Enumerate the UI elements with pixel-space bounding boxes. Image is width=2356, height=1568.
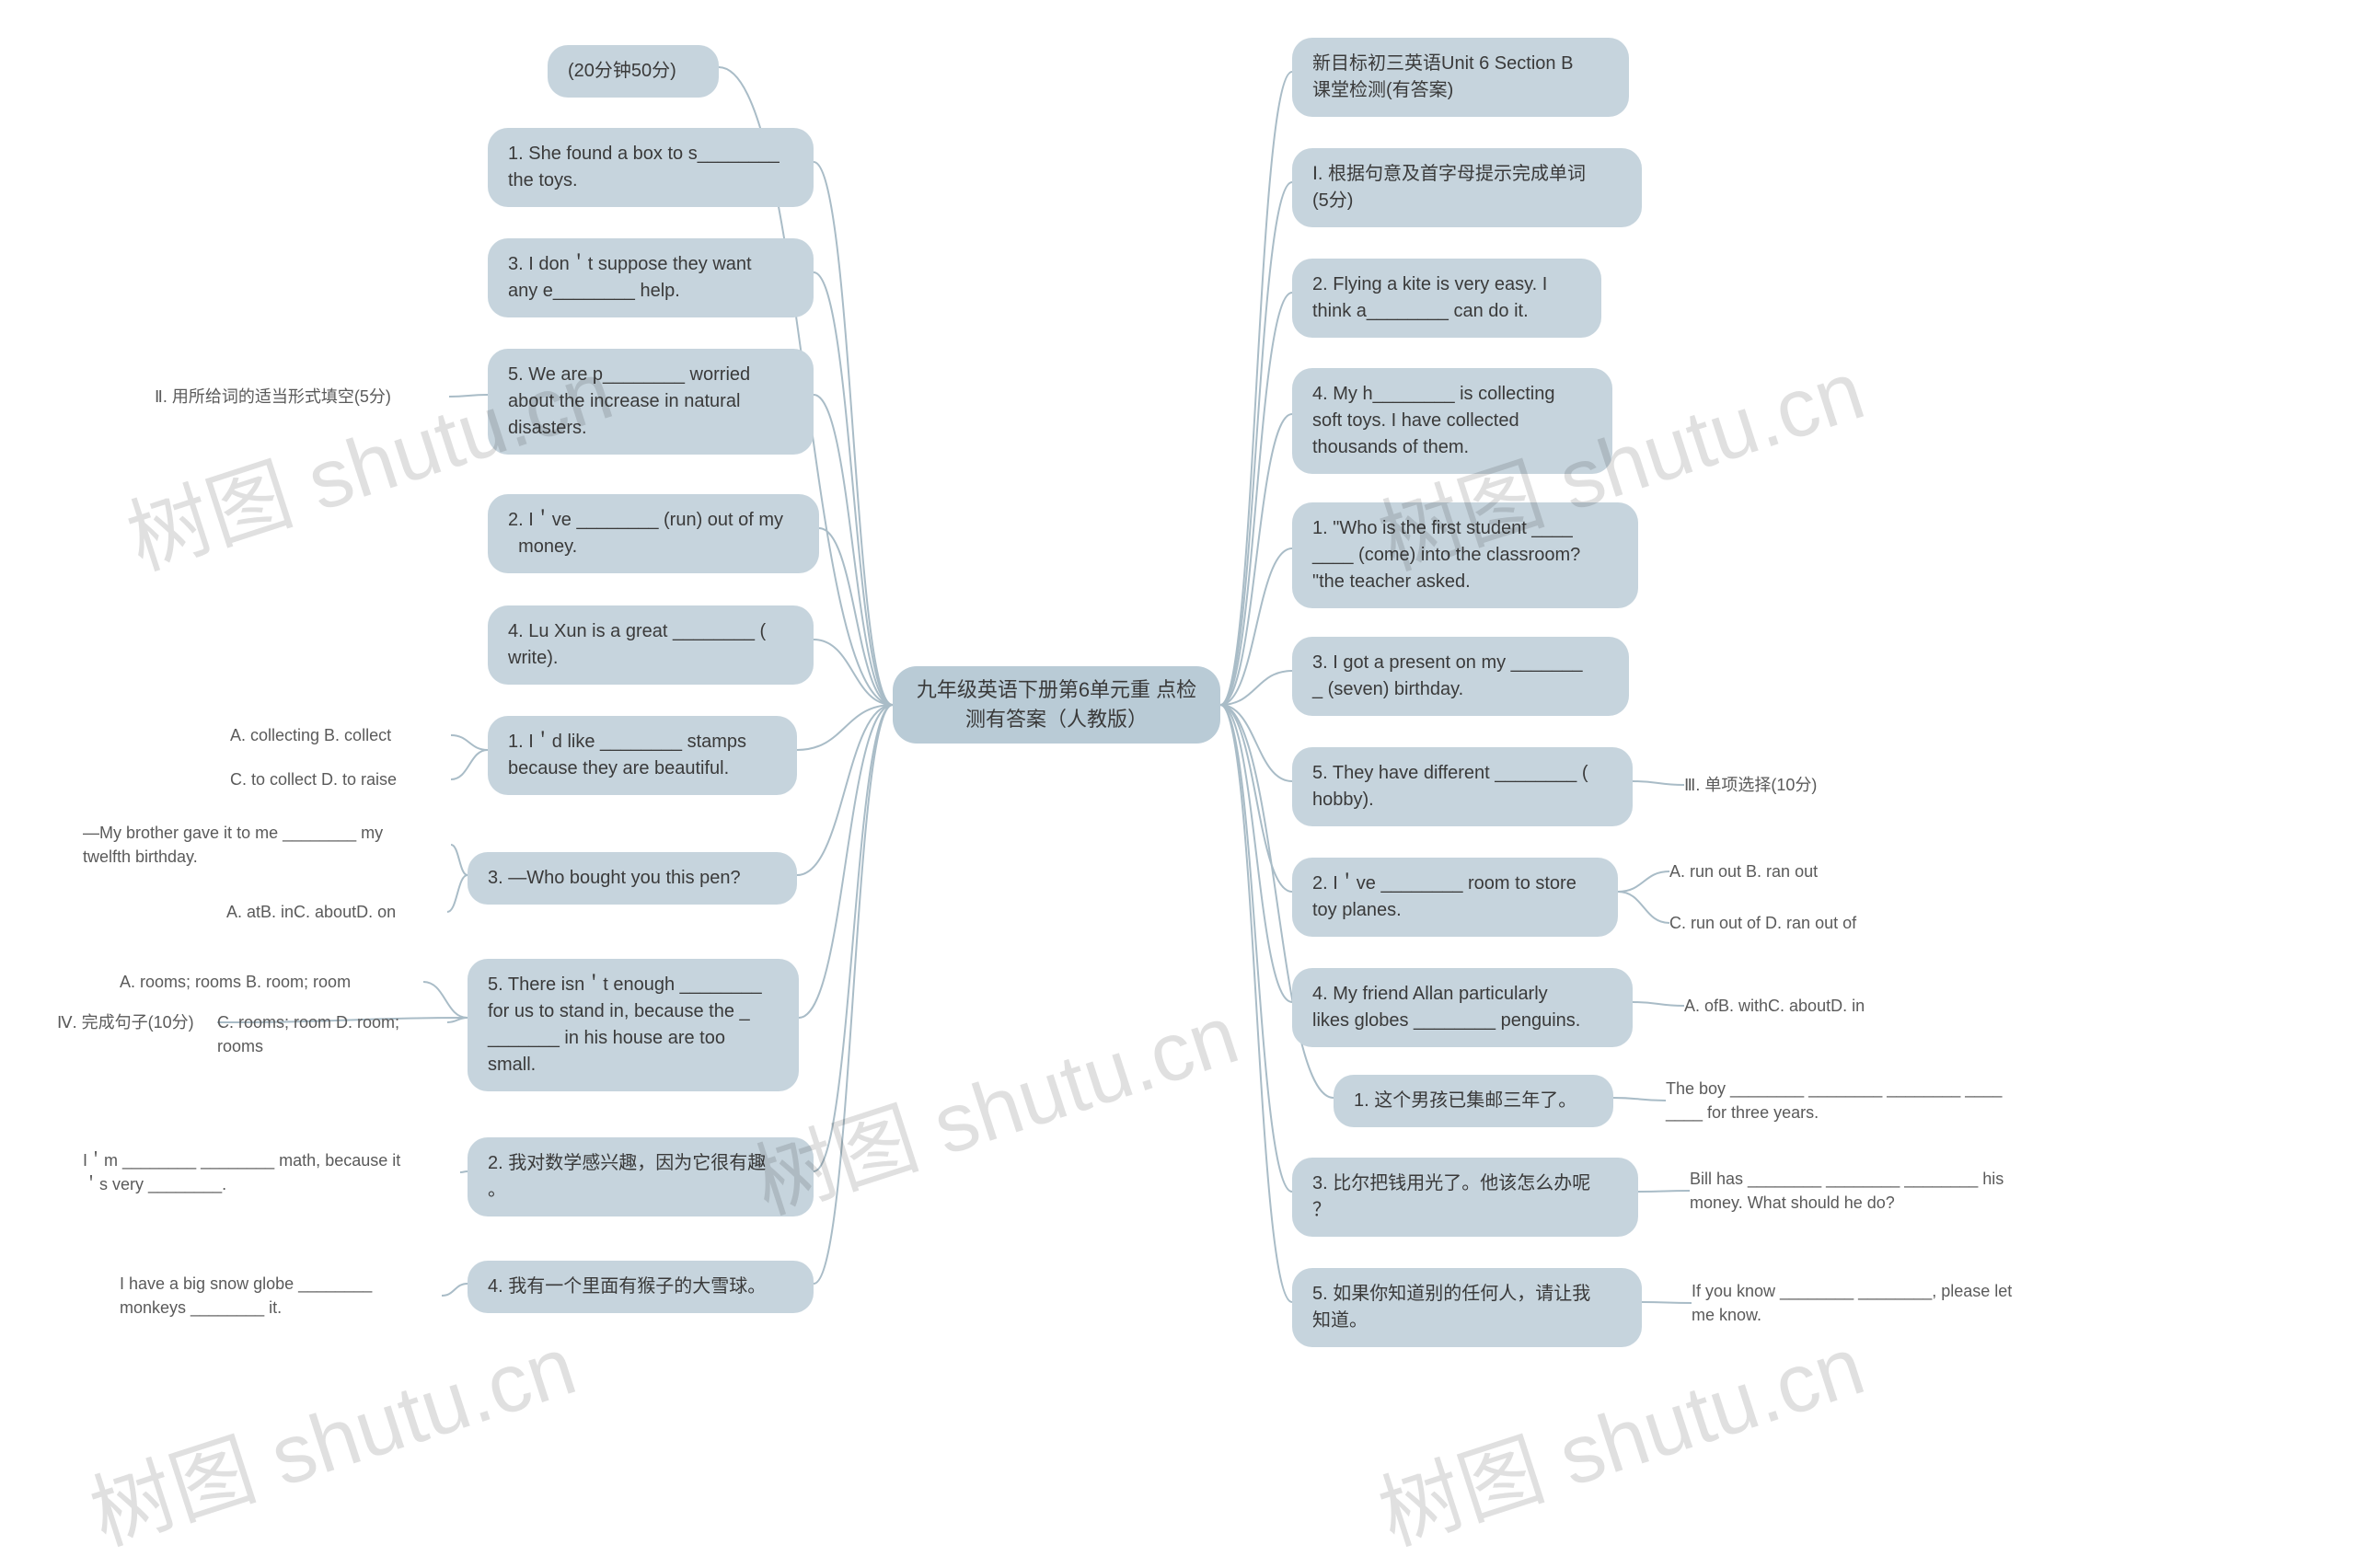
branch-node: 2. I＇ve ________ room to store toy plane…: [1292, 858, 1618, 937]
leaf-text: The boy ________ ________ ________ ____ …: [1666, 1077, 2052, 1124]
branch-node: (20分钟50分): [548, 45, 719, 98]
branch-node: 1. She found a box to s________ the toys…: [488, 128, 814, 207]
branch-node: 5. 如果你知道别的任何人，请让我 知道。: [1292, 1268, 1642, 1347]
node-text: 5. We are p________ worried about the in…: [508, 362, 750, 442]
node-text: 2. Flying a kite is very easy. I think a…: [1312, 271, 1547, 325]
leaf-text: Bill has ________ ________ ________ his …: [1690, 1167, 2067, 1215]
leaf-text: Ⅳ. 完成句子(10分): [57, 1010, 232, 1034]
branch-node: Ⅰ. 根据句意及首字母提示完成单词 (5分): [1292, 148, 1642, 227]
node-text: 2. 我对数学感兴趣，因为它很有趣 。: [488, 1150, 766, 1204]
branch-node: 5. We are p________ worried about the in…: [488, 349, 814, 455]
node-text: 4. Lu Xun is a great ________ ( write).: [508, 618, 766, 672]
leaf-text: A. collecting B. collect: [230, 723, 451, 747]
leaf-text: A. rooms; rooms B. room; room: [120, 970, 423, 994]
node-text: 4. 我有一个里面有猴子的大雪球。: [488, 1274, 766, 1300]
branch-node: 1. I＇d like ________ stamps because they…: [488, 716, 797, 795]
node-text: 1. "Who is the first student ____ ____ (…: [1312, 515, 1580, 595]
node-text: 5. 如果你知道别的任何人，请让我 知道。: [1312, 1281, 1590, 1334]
branch-node: 4. Lu Xun is a great ________ ( write).: [488, 605, 814, 685]
center-topic: 九年级英语下册第6单元重 点检测有答案（人教版）: [893, 666, 1220, 744]
node-text: 5. There isn＇t enough ________ for us to…: [488, 972, 762, 1078]
leaf-text: Ⅱ. 用所给词的适当形式填空(5分): [155, 385, 449, 409]
branch-node: 2. I＇ve ________ (run) out of my money.: [488, 494, 819, 573]
branch-node: 3. I don＇t suppose they want any e______…: [488, 238, 814, 317]
branch-node: 4. My friend Allan particularly likes gl…: [1292, 968, 1633, 1047]
node-text: 1. 这个男孩已集邮三年了。: [1354, 1088, 1576, 1114]
node-text: 1. She found a box to s________ the toys…: [508, 141, 780, 194]
branch-node: 4. My h________ is collecting soft toys.…: [1292, 368, 1612, 474]
branch-node: 4. 我有一个里面有猴子的大雪球。: [468, 1261, 814, 1313]
leaf-text: C. to collect D. to raise: [230, 767, 451, 791]
leaf-text: —My brother gave it to me ________ my tw…: [83, 821, 451, 869]
branch-node: 2. Flying a kite is very easy. I think a…: [1292, 259, 1601, 338]
branch-node: 新目标初三英语Unit 6 Section B 课堂检测(有答案): [1292, 38, 1629, 117]
branch-node: 3. 比尔把钱用光了。他该怎么办呢 ？: [1292, 1158, 1638, 1237]
branch-node: 2. 我对数学感兴趣，因为它很有趣 。: [468, 1137, 814, 1216]
node-text: 2. I＇ve ________ room to store toy plane…: [1312, 870, 1576, 924]
branch-node: 3. I got a present on my _______ _ (seve…: [1292, 637, 1629, 716]
leaf-text: C. rooms; room D. room; rooms: [217, 1010, 447, 1058]
node-text: (20分钟50分): [568, 58, 676, 85]
node-text: 3. I don＇t suppose they want any e______…: [508, 251, 752, 305]
node-text: 2. I＇ve ________ (run) out of my money.: [508, 507, 783, 560]
branch-node: 1. "Who is the first student ____ ____ (…: [1292, 502, 1638, 608]
leaf-text: C. run out of D. ran out of: [1669, 911, 1918, 935]
node-text: 新目标初三英语Unit 6 Section B 课堂检测(有答案): [1312, 51, 1573, 104]
leaf-text: A. run out B. ran out: [1669, 859, 1881, 883]
branch-node: 3. —Who bought you this pen?: [468, 852, 797, 905]
node-text: 1. I＇d like ________ stamps because they…: [508, 729, 746, 782]
branch-node: 5. They have different ________ ( hobby)…: [1292, 747, 1633, 826]
node-text: 3. —Who bought you this pen?: [488, 865, 741, 892]
node-text: 4. My friend Allan particularly likes gl…: [1312, 981, 1580, 1034]
node-text: 4. My h________ is collecting soft toys.…: [1312, 381, 1555, 461]
leaf-text: I＇m ________ ________ math, because it ＇…: [83, 1148, 460, 1196]
branch-node: 5. There isn＇t enough ________ for us to…: [468, 959, 799, 1091]
leaf-text: Ⅲ. 单项选择(10分): [1684, 773, 1868, 797]
node-text: 3. 比尔把钱用光了。他该怎么办呢 ？: [1312, 1170, 1590, 1224]
leaf-text: A. atB. inC. aboutD. on: [226, 900, 447, 924]
leaf-text: I have a big snow globe ________ monkeys…: [120, 1272, 442, 1320]
node-text: 5. They have different ________ ( hobby)…: [1312, 760, 1588, 813]
node-text: 3. I got a present on my _______ _ (seve…: [1312, 650, 1583, 703]
node-text: Ⅰ. 根据句意及首字母提示完成单词 (5分): [1312, 161, 1586, 214]
leaf-text: A. ofB. withC. aboutD. in: [1684, 994, 1923, 1018]
branch-node: 1. 这个男孩已集邮三年了。: [1334, 1075, 1613, 1127]
leaf-text: If you know ________ ________, please le…: [1692, 1279, 2078, 1327]
watermark: 树图 shutu.cn: [74, 1299, 588, 1568]
